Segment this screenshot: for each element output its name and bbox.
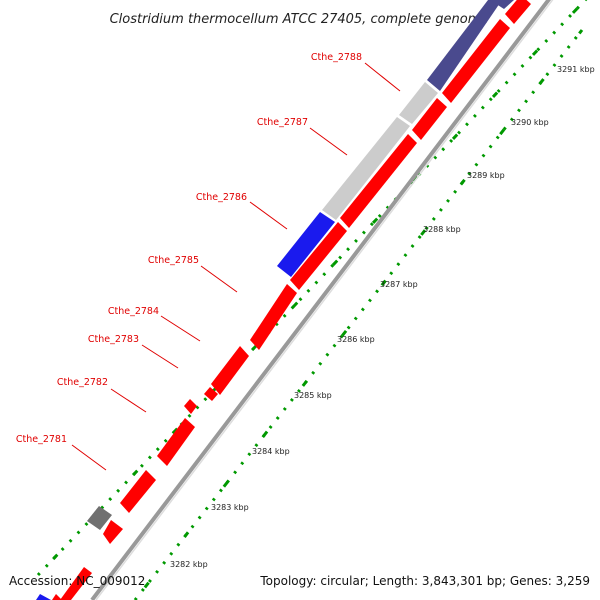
gene-label[interactable]: Cthe_2787 [257,117,308,128]
tick-label: 3287 kbp [380,280,418,289]
cds-feature[interactable] [442,19,510,103]
tick-label: 3291 kbp [557,65,595,74]
genome-backbone [90,0,551,600]
label-leaders [71,62,401,471]
cds-feature[interactable] [250,284,297,350]
topology-text: Topology: circular; Length: 3,843,301 bp… [260,574,590,588]
cds-feature[interactable] [340,134,417,228]
tick-label: 3284 kbp [252,447,290,456]
feature-light-gray[interactable] [399,82,438,124]
cds-feature[interactable] [157,418,195,466]
leader-line [364,62,401,92]
feature-blue[interactable] [36,594,51,600]
outer-dotted-track [36,0,588,577]
gene-label[interactable]: Cthe_2781 [16,434,67,445]
backbone-highlight [95,0,554,600]
leader-line [110,388,147,413]
leader-line [160,315,201,342]
tick-label: 3282 kbp [170,560,208,569]
tick-label: 3286 kbp [337,335,375,344]
gene-label[interactable]: Cthe_2782 [57,377,108,388]
inner-tick-track [133,29,584,600]
leader-line [141,344,179,369]
tick-label: 3283 kbp [211,503,249,512]
feature-navy[interactable] [427,0,502,91]
cds-feature[interactable] [412,98,447,140]
cds-feature[interactable] [211,346,249,395]
tick-label: 3289 kbp [467,171,505,180]
leader-line [200,265,238,293]
minus-strand-cds [52,0,531,600]
feature-light-gray[interactable] [322,117,410,220]
gene-label[interactable]: Cthe_2786 [196,192,247,203]
gene-label[interactable]: Cthe_2788 [311,52,362,63]
leader-line [71,444,107,471]
cds-feature[interactable] [120,470,156,513]
cds-feature[interactable] [60,567,92,600]
map-title: Clostridium thermocellum ATCC 27405, com… [110,12,489,27]
accession-text: Accession: NC_009012 [9,574,146,588]
gene-label[interactable]: Cthe_2783 [88,334,139,345]
cds-feature[interactable] [505,0,531,24]
cds-feature[interactable] [103,520,123,544]
gene-labels: Cthe_2781 Cthe_2782 Cthe_2783 Cthe_2784 … [16,52,362,445]
plus-strand-features [36,0,514,600]
leader-line [249,201,288,230]
cds-feature[interactable] [290,222,347,290]
cds-feature[interactable] [184,399,197,414]
outer-tick-track [36,0,588,577]
tick-label: 3285 kbp [294,391,332,400]
gene-label[interactable]: Cthe_2785 [148,255,199,266]
feature-dark-gray[interactable] [87,506,112,530]
feature-blue[interactable] [277,212,335,277]
feature-navy[interactable] [490,0,514,9]
cds-feature[interactable] [204,387,218,401]
tick-label: 3290 kbp [511,118,549,127]
cds-feature[interactable] [52,594,62,600]
leader-line [309,127,348,156]
gene-label[interactable]: Cthe_2784 [108,306,159,317]
tick-labels: 3282 kbp 3283 kbp 3284 kbp 3285 kbp 3286… [170,65,595,569]
tick-label: 3288 kbp [423,225,461,234]
